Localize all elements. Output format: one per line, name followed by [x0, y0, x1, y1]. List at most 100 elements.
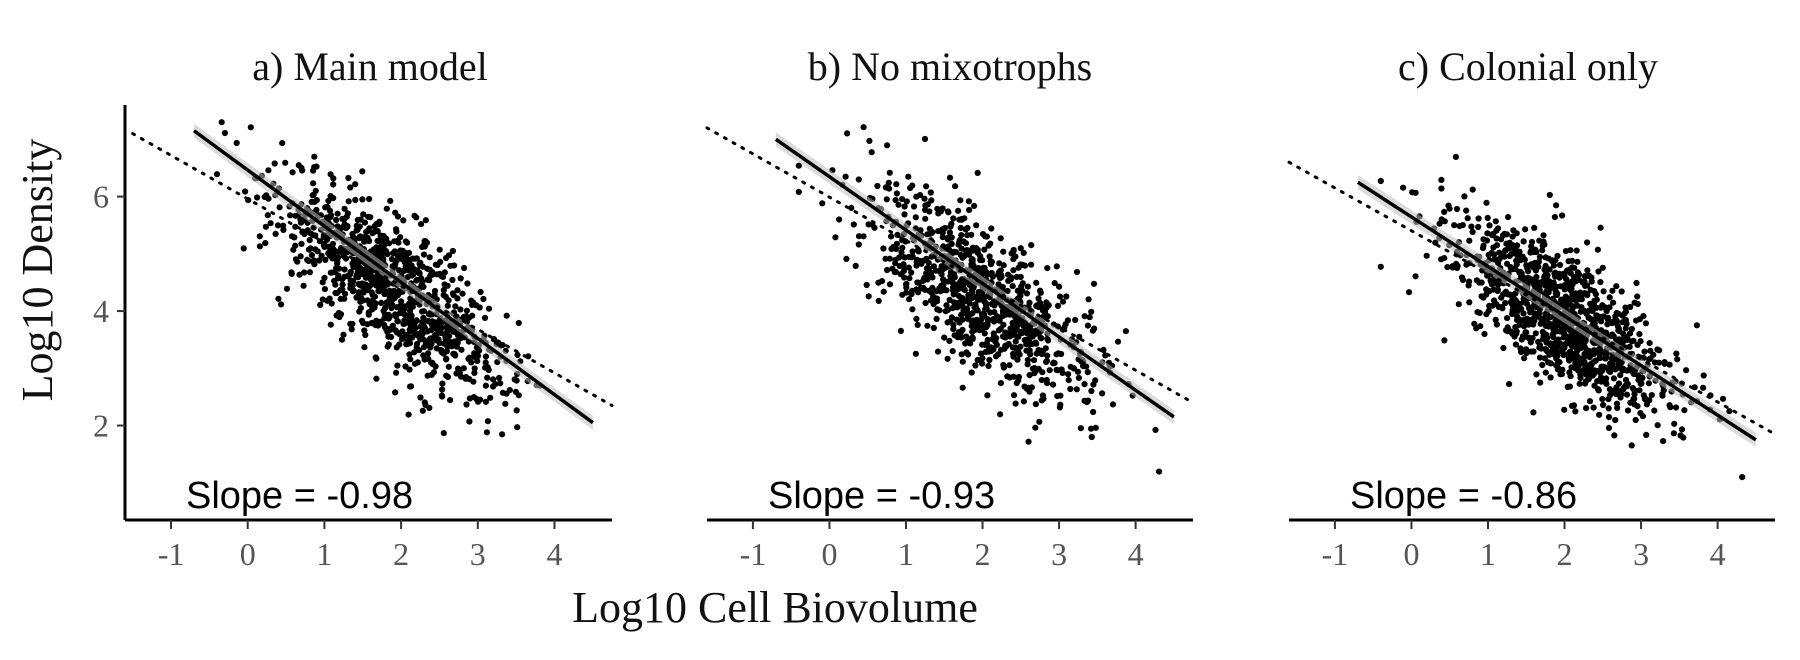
- scatter-point: [471, 365, 478, 372]
- scatter-point: [1489, 302, 1496, 309]
- scatter-point: [439, 380, 446, 387]
- scatter-point: [407, 383, 415, 390]
- scatter-point: [361, 219, 368, 226]
- scatter-point: [1451, 222, 1458, 229]
- scatter-point: [1010, 350, 1017, 358]
- scatter-point: [347, 320, 354, 327]
- scatter-point: [394, 318, 401, 325]
- scatter-point: [987, 261, 995, 268]
- scatter-point: [288, 233, 296, 240]
- scatter-point: [1531, 310, 1538, 317]
- scatter-point: [844, 130, 851, 137]
- scatter-point: [1646, 356, 1653, 363]
- scatter-point: [1065, 371, 1072, 378]
- scatter-point: [389, 322, 396, 329]
- scatter-point: [1023, 290, 1031, 297]
- y-tick-label: 6: [93, 179, 109, 215]
- scatter-point: [425, 311, 432, 318]
- scatter-point: [1597, 314, 1604, 321]
- scatter-point: [1520, 238, 1527, 245]
- scatter-point: [1577, 374, 1584, 382]
- scatter-point: [1654, 346, 1661, 353]
- scatter-point: [1044, 265, 1051, 272]
- scatter-point: [951, 274, 958, 281]
- scatter-point: [409, 321, 416, 328]
- scatter-point: [930, 298, 937, 306]
- scatter-point: [973, 293, 980, 300]
- scatter-point: [1026, 347, 1033, 354]
- scatter-point: [1616, 328, 1623, 335]
- scatter-point: [1423, 252, 1430, 259]
- scatter-point: [362, 274, 369, 281]
- scatter-point: [1051, 280, 1058, 287]
- scatter-point: [265, 195, 272, 202]
- scatter-point: [410, 271, 417, 278]
- scatter-point: [362, 331, 369, 339]
- scatter-point: [428, 371, 435, 378]
- scatter-point: [1642, 320, 1649, 327]
- scatter-point: [1504, 315, 1511, 322]
- scatter-point: [1073, 268, 1081, 276]
- scatter-point: [956, 216, 963, 223]
- scatter-point: [1603, 353, 1610, 360]
- scatter-point: [339, 281, 346, 288]
- scatter-point: [1609, 287, 1616, 294]
- scatter-point: [1586, 398, 1594, 405]
- scatter-point: [381, 321, 388, 328]
- scatter-point: [1622, 304, 1629, 311]
- scatter-point: [1084, 369, 1091, 376]
- scatter-point: [388, 256, 395, 263]
- scatter-point: [393, 344, 400, 351]
- scatter-point: [913, 262, 920, 269]
- scatter-point: [1641, 348, 1648, 355]
- scatter-point: [1100, 346, 1107, 353]
- scatter-point: [357, 282, 364, 289]
- scatter-point: [1561, 322, 1568, 329]
- x-tick-label: 2: [1557, 536, 1573, 572]
- scatter-point: [1593, 296, 1600, 303]
- scatter-point: [968, 287, 975, 294]
- scatter-point: [974, 356, 981, 364]
- scatter-point: [511, 376, 518, 383]
- scatter-point: [1536, 237, 1543, 244]
- scatter-point: [484, 374, 491, 381]
- x-tick-label: -1: [740, 536, 767, 572]
- x-tick-label: 4: [1710, 536, 1726, 572]
- scatter-point: [426, 254, 433, 261]
- slope-annotation: Slope = -0.86: [1350, 475, 1577, 517]
- scatter-point: [1569, 278, 1576, 285]
- scatter-point: [979, 360, 986, 367]
- scatter-point: [450, 328, 457, 335]
- scatter-point: [1556, 261, 1564, 269]
- scatter-point: [850, 221, 857, 228]
- scatter-point: [1628, 442, 1635, 449]
- scatter-point: [347, 184, 354, 191]
- scatter-point: [1006, 362, 1013, 369]
- scatter-point: [1473, 325, 1480, 332]
- scatter-point: [1519, 253, 1526, 260]
- scatter-point: [1507, 264, 1514, 271]
- reference-line: [131, 132, 614, 408]
- scatter-point: [283, 285, 291, 292]
- scatter-point: [982, 233, 989, 240]
- scatter-point: [906, 275, 913, 282]
- scatter-point: [1485, 251, 1492, 258]
- scatter-point: [1681, 407, 1688, 414]
- scatter-point: [398, 298, 405, 305]
- scatter-point: [949, 348, 956, 355]
- scatter-point: [477, 288, 484, 296]
- scatter-point: [886, 281, 894, 288]
- scatter-point: [1122, 328, 1129, 335]
- scatter-point: [1498, 294, 1505, 301]
- scatter-point: [843, 255, 850, 262]
- scatter-point: [1592, 291, 1599, 298]
- scatter-point: [1550, 282, 1557, 290]
- scatter-point: [373, 355, 380, 362]
- scatter-point: [1640, 392, 1647, 399]
- scatter-point: [1493, 235, 1500, 242]
- scatter-point: [981, 264, 988, 272]
- scatter-point: [419, 278, 426, 285]
- scatter-point: [1574, 258, 1581, 265]
- scatter-point: [1719, 395, 1727, 402]
